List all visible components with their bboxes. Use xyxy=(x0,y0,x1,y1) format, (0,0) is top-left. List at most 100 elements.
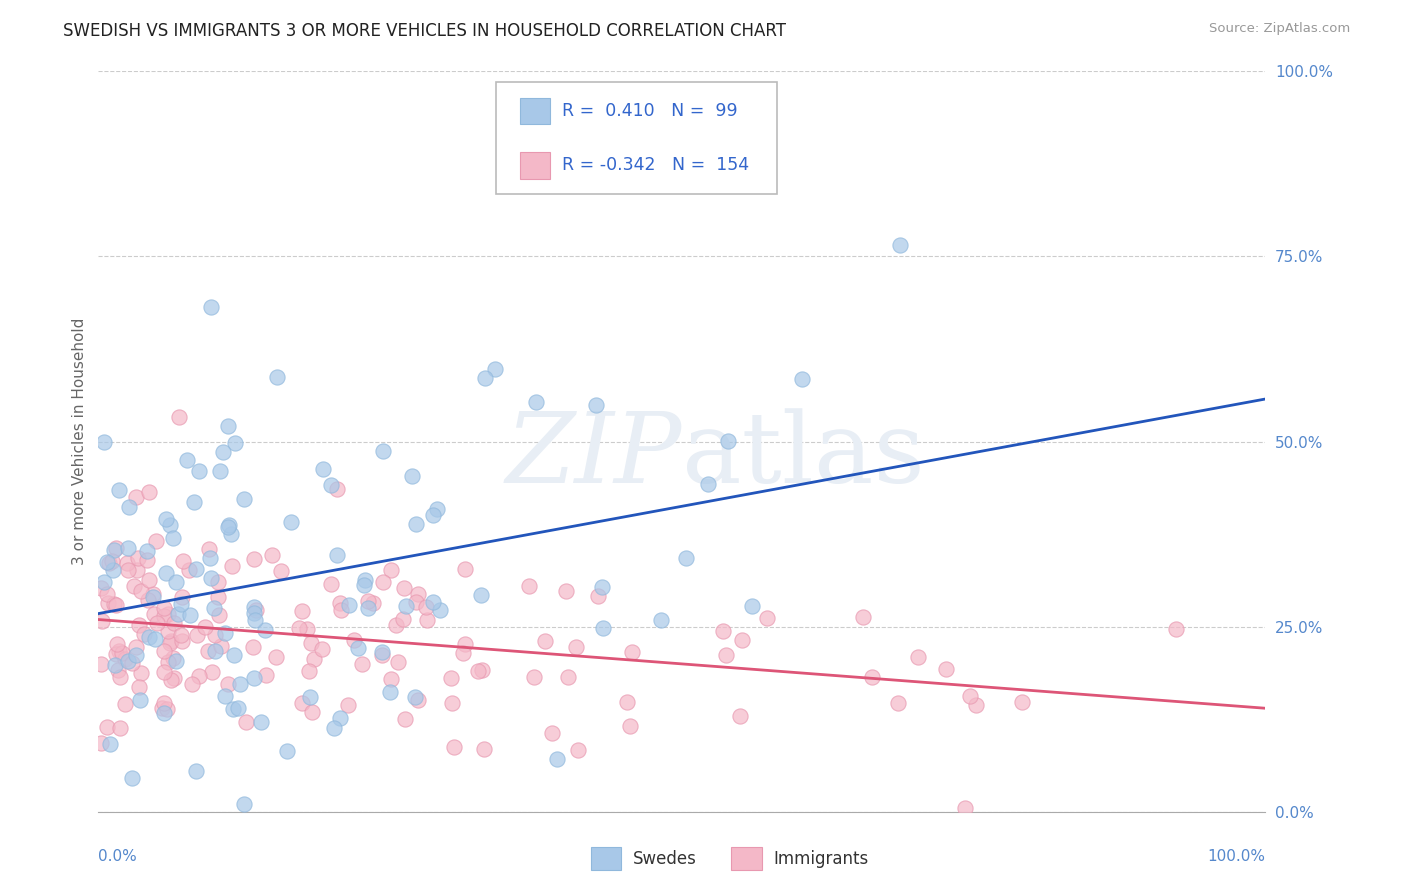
Point xyxy=(114,697,136,711)
Point xyxy=(138,484,160,499)
Point xyxy=(160,634,183,648)
Point xyxy=(392,582,415,596)
Point xyxy=(1011,695,1033,709)
Point xyxy=(157,607,180,621)
Point xyxy=(557,670,579,684)
Point xyxy=(264,650,287,665)
Point xyxy=(108,721,131,735)
Point xyxy=(159,673,181,687)
Point xyxy=(167,409,190,424)
Point xyxy=(298,690,321,705)
Point xyxy=(104,598,127,612)
Point xyxy=(965,698,987,712)
Point xyxy=(887,696,910,710)
Point xyxy=(125,640,148,655)
Point xyxy=(172,554,194,568)
Point xyxy=(233,491,256,506)
Point xyxy=(254,624,277,638)
Point xyxy=(319,577,342,591)
Point xyxy=(226,700,249,714)
Point xyxy=(585,398,607,412)
Text: Source: ZipAtlas.com: Source: ZipAtlas.com xyxy=(1209,22,1350,36)
Point xyxy=(138,631,160,645)
Point xyxy=(405,595,427,609)
Point xyxy=(616,695,638,709)
Point xyxy=(717,434,740,448)
Point xyxy=(98,737,121,751)
Point xyxy=(323,722,346,736)
Point xyxy=(523,669,546,683)
Point xyxy=(179,563,201,577)
Point xyxy=(404,690,426,705)
Point xyxy=(197,644,219,658)
Point xyxy=(145,534,167,549)
Point xyxy=(731,632,754,647)
Point xyxy=(959,690,981,704)
Point xyxy=(250,714,273,729)
Point xyxy=(319,477,342,491)
Point xyxy=(101,554,124,568)
Point xyxy=(114,652,136,666)
Point xyxy=(329,711,352,725)
Point xyxy=(276,744,298,758)
Point xyxy=(860,670,883,684)
Point xyxy=(301,636,323,650)
Point xyxy=(221,559,243,574)
Point xyxy=(380,673,402,687)
Point xyxy=(405,517,427,532)
Point xyxy=(156,624,179,639)
Point xyxy=(121,656,143,670)
Point xyxy=(162,531,184,545)
Point xyxy=(165,574,187,589)
Point xyxy=(135,553,157,567)
Point xyxy=(90,657,112,672)
Point xyxy=(243,599,266,614)
Point xyxy=(711,624,734,639)
Point xyxy=(474,742,496,756)
Point xyxy=(337,598,360,612)
Point xyxy=(297,622,319,636)
Point xyxy=(586,589,609,603)
Point xyxy=(107,663,129,677)
Point xyxy=(354,573,377,587)
Text: R =  0.410   N =  99: R = 0.410 N = 99 xyxy=(562,102,737,120)
Point xyxy=(198,541,221,556)
Text: R = -0.342   N =  154: R = -0.342 N = 154 xyxy=(562,156,749,174)
Point xyxy=(184,764,207,778)
Point xyxy=(517,579,540,593)
Text: 0.0%: 0.0% xyxy=(98,849,138,863)
Point xyxy=(155,566,177,580)
Point xyxy=(136,593,159,607)
Point xyxy=(208,607,231,622)
Point xyxy=(620,645,643,659)
Point xyxy=(212,445,235,459)
Point xyxy=(156,702,179,716)
Point xyxy=(146,616,169,631)
Text: Swedes: Swedes xyxy=(633,849,696,868)
Point xyxy=(200,300,222,314)
Text: 100.0%: 100.0% xyxy=(1208,849,1265,863)
Point xyxy=(152,608,174,623)
Point xyxy=(180,677,202,691)
Point xyxy=(111,646,134,660)
Point xyxy=(90,581,112,595)
Point xyxy=(163,615,186,630)
Point xyxy=(183,495,205,509)
Point xyxy=(128,618,150,632)
Point xyxy=(524,395,547,409)
Text: atlas: atlas xyxy=(682,409,925,504)
Point xyxy=(153,601,176,615)
Point xyxy=(385,618,408,632)
Point xyxy=(555,584,578,599)
Point xyxy=(96,555,118,569)
Point xyxy=(165,654,187,668)
Point xyxy=(546,751,568,765)
Point xyxy=(128,681,150,695)
Point xyxy=(474,371,496,385)
Point xyxy=(163,671,186,685)
Point xyxy=(342,633,364,648)
Point xyxy=(204,628,226,642)
Point xyxy=(157,655,180,669)
Point xyxy=(467,664,489,678)
Point xyxy=(371,648,394,662)
